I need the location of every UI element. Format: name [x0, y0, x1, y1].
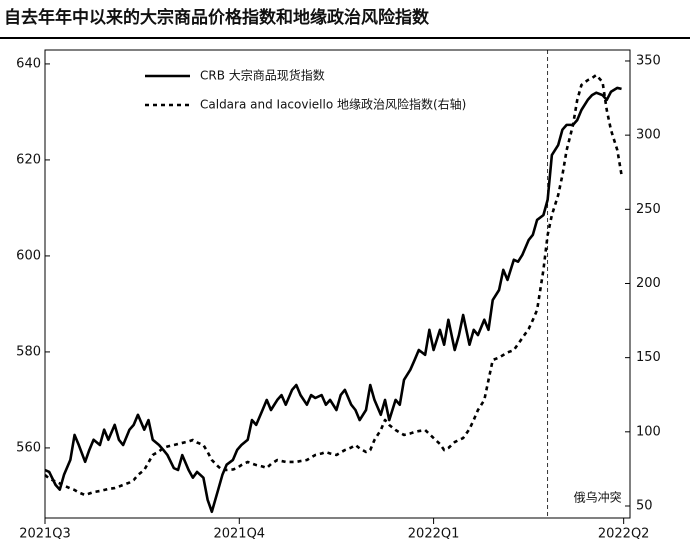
y2-tick-label: 300: [636, 128, 661, 143]
y-tick-label: 580: [16, 344, 41, 359]
y-tick-label: 640: [16, 56, 41, 71]
y2-tick-label: 150: [636, 350, 661, 365]
legend-label: Caldara and Iacoviello 地缘政治风险指数(右轴): [200, 97, 466, 112]
x-tick-label: 2021Q4: [213, 527, 265, 542]
series-line: [44, 73, 623, 497]
y2-tick-label: 200: [636, 276, 661, 291]
series-line: [44, 86, 622, 514]
chart-title: 自去年年中以来的大宗商品价格指数和地缘政治风险指数: [4, 7, 430, 28]
event-label: 俄乌冲突: [574, 490, 622, 505]
y2-tick-label: 50: [636, 498, 653, 513]
y2-tick-label: 250: [636, 202, 661, 217]
y-tick-label: 620: [16, 152, 41, 167]
x-tick-label: 2021Q3: [19, 527, 71, 542]
y-tick-label: 600: [16, 248, 41, 263]
legend-label: CRB 大宗商品现货指数: [200, 68, 325, 83]
plot-frame: [44, 49, 631, 519]
y2-tick-label: 100: [636, 424, 661, 439]
y2-tick-label: 350: [636, 53, 661, 68]
x-tick-label: 2022Q2: [598, 527, 650, 542]
x-tick-label: 2022Q1: [408, 527, 460, 542]
y-tick-label: 560: [16, 440, 41, 455]
